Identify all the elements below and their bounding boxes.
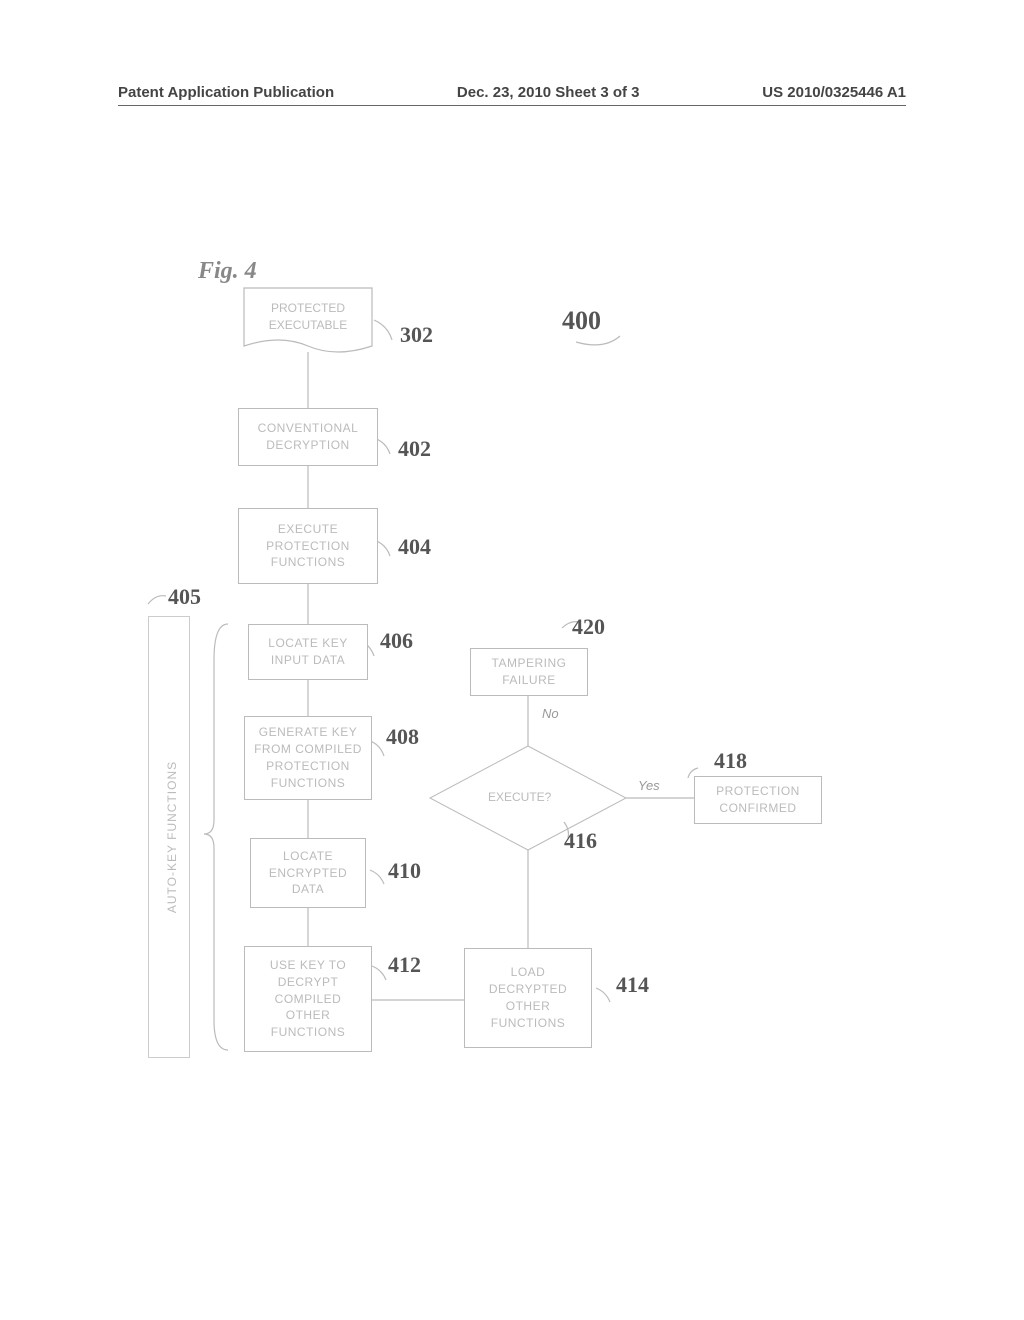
node-408-line1: GENERATE KEY	[259, 724, 357, 741]
node-402-line1: CONVENTIONAL	[258, 420, 359, 437]
node-412-line5: FUNCTIONS	[271, 1024, 346, 1041]
node-414-line1: LOAD	[511, 964, 546, 981]
node-412-line1: USE KEY TO	[270, 957, 346, 974]
ref-402: 402	[398, 436, 431, 462]
node-402: CONVENTIONAL DECRYPTION	[238, 408, 378, 466]
node-410-line3: DATA	[292, 881, 324, 898]
ref-414: 414	[616, 972, 649, 998]
node-416-label: EXECUTE?	[488, 790, 551, 804]
node-410-line2: ENCRYPTED	[269, 865, 347, 882]
edge-label-no: No	[542, 706, 559, 721]
node-412-line4: OTHER	[286, 1007, 331, 1024]
node-412-line3: COMPILED	[275, 991, 342, 1008]
node-302: PROTECTED EXECUTABLE	[244, 300, 372, 334]
node-420: TAMPERING FAILURE	[470, 648, 588, 696]
ref-406: 406	[380, 628, 413, 654]
node-414: LOAD DECRYPTED OTHER FUNCTIONS	[464, 948, 592, 1048]
header-left: Patent Application Publication	[118, 84, 334, 101]
node-412: USE KEY TO DECRYPT COMPILED OTHER FUNCTI…	[244, 946, 372, 1052]
node-404-line1: EXECUTE	[278, 521, 338, 538]
header-middle: Dec. 23, 2010 Sheet 3 of 3	[457, 84, 640, 101]
ref-420: 420	[572, 614, 605, 640]
ref-418: 418	[714, 748, 747, 774]
ref-302: 302	[400, 322, 433, 348]
node-418-line2: CONFIRMED	[719, 800, 796, 817]
node-418: PROTECTION CONFIRMED	[694, 776, 822, 824]
node-410: LOCATE ENCRYPTED DATA	[250, 838, 366, 908]
ref-412: 412	[388, 952, 421, 978]
node-420-line2: FAILURE	[502, 672, 556, 689]
sidebar-vertical-label: AUTO-KEY FUNCTIONS	[165, 761, 179, 913]
node-302-line2: EXECUTABLE	[244, 317, 372, 334]
figure-label: Fig. 4	[198, 258, 257, 285]
node-414-line4: FUNCTIONS	[491, 1015, 566, 1032]
ref-400: 400	[562, 306, 601, 336]
ref-405: 405	[168, 584, 201, 610]
ref-410: 410	[388, 858, 421, 884]
node-406-line2: INPUT DATA	[271, 652, 345, 669]
node-404-line3: FUNCTIONS	[271, 554, 346, 571]
node-404: EXECUTE PROTECTION FUNCTIONS	[238, 508, 378, 584]
page-header: Patent Application Publication Dec. 23, …	[118, 84, 906, 106]
node-408-line3: PROTECTION	[266, 758, 350, 775]
node-406-line1: LOCATE KEY	[268, 635, 347, 652]
node-406: LOCATE KEY INPUT DATA	[248, 624, 368, 680]
node-414-line2: DECRYPTED	[489, 981, 567, 998]
node-408: GENERATE KEY FROM COMPILED PROTECTION FU…	[244, 716, 372, 800]
edge-label-yes: Yes	[638, 778, 660, 793]
node-402-line2: DECRYPTION	[266, 437, 349, 454]
node-408-line2: FROM COMPILED	[254, 741, 362, 758]
node-418-line1: PROTECTION	[716, 783, 800, 800]
node-302-line1: PROTECTED	[244, 300, 372, 317]
node-404-line2: PROTECTION	[266, 538, 350, 555]
node-414-line3: OTHER	[506, 998, 551, 1015]
node-410-line1: LOCATE	[283, 848, 333, 865]
node-408-line4: FUNCTIONS	[271, 775, 346, 792]
node-412-line2: DECRYPT	[278, 974, 339, 991]
ref-404: 404	[398, 534, 431, 560]
node-420-line1: TAMPERING	[492, 655, 567, 672]
header-right: US 2010/0325446 A1	[762, 84, 906, 101]
ref-408: 408	[386, 724, 419, 750]
ref-416: 416	[564, 828, 597, 854]
